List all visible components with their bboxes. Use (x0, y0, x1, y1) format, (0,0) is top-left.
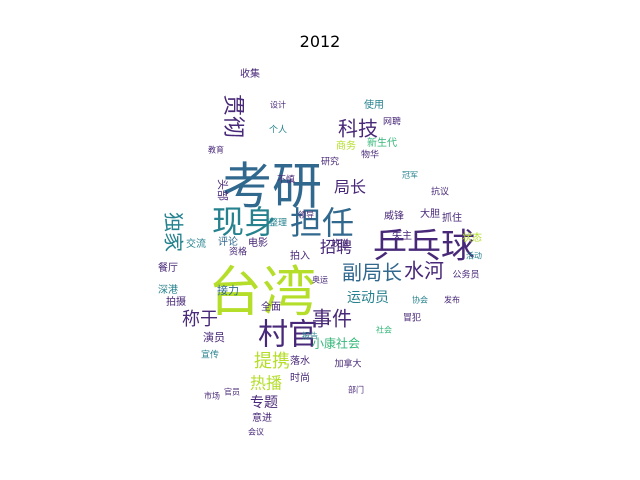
word-cloud-word: 资格 (229, 246, 247, 258)
word-cloud-word: 意进 (252, 411, 272, 424)
word-cloud-word: 现身 (212, 203, 276, 241)
word-cloud-word: 全面 (261, 300, 281, 313)
word-cloud-word: 提携 (254, 351, 290, 372)
word-cloud-word: 公务员 (452, 269, 479, 281)
word-cloud-word: 贯彻 (220, 94, 245, 138)
word-cloud-word: 餐厅 (158, 261, 178, 274)
word-cloud-word: 抗议 (431, 186, 449, 198)
word-cloud-word: 整理 (269, 217, 287, 229)
word-cloud-word: 评论 (218, 235, 238, 248)
word-cloud-word: 教育 (208, 145, 224, 155)
word-cloud-word: 局长 (334, 178, 366, 197)
word-cloud-word: 奥运 (312, 275, 328, 285)
word-cloud-word: 事件 (312, 307, 352, 331)
word-cloud-word: 活动 (466, 251, 482, 261)
word-cloud-word: 研究 (321, 156, 339, 168)
word-cloud-word: 热播 (250, 374, 282, 393)
word-cloud-word: 状态 (462, 231, 482, 244)
word-cloud-word: 招聘 (320, 238, 352, 257)
word-cloud-word: 市场 (204, 391, 220, 401)
chart-title: 2012 (299, 32, 341, 51)
word-cloud-word: 村官 (258, 318, 318, 353)
word-cloud-word: 乒乓球 (373, 227, 475, 267)
word-cloud-word: 物华 (361, 149, 379, 161)
word-cloud-word: 发布 (444, 295, 460, 305)
word-cloud-word: 会议 (248, 427, 264, 437)
word-cloud-word: 副局长 (342, 261, 402, 285)
word-cloud-word: 新生代 (367, 136, 397, 149)
word-cloud-word: 大胆 (420, 207, 440, 220)
word-cloud-word: 电影 (248, 236, 268, 249)
word-cloud-word: 社会 (376, 325, 392, 335)
word-cloud-word: 拍摄 (166, 295, 186, 308)
word-cloud-word: 拍入 (290, 249, 310, 262)
word-cloud-word: 水河 (404, 259, 444, 283)
word-cloud-word: 深港 (158, 284, 178, 296)
word-cloud-word: 担任 (290, 204, 354, 242)
word-cloud-word: 威锋 (384, 209, 404, 222)
word-cloud-word: 部门 (348, 385, 364, 395)
word-cloud-word: 抓住 (442, 211, 462, 224)
word-cloud-word: 设计 (270, 100, 286, 110)
word-cloud-word: 专题 (250, 395, 278, 411)
word-cloud-word: 失主 (392, 229, 412, 242)
word-cloud-word: 不慎 (277, 174, 295, 186)
word-cloud-word: 商务 (336, 139, 356, 152)
word-cloud-word: 小康社会 (312, 336, 360, 351)
word-cloud-word: 领导 (298, 210, 314, 220)
word-cloud-word: 交流 (186, 237, 206, 250)
word-cloud-word: 报告 (302, 331, 318, 341)
word-cloud-word: 落水 (290, 355, 310, 367)
word-cloud-word: 协会 (412, 295, 428, 305)
word-cloud-word: 接力 (217, 284, 239, 297)
word-cloud-word: 放送 (331, 238, 349, 250)
word-cloud-word: 使用 (364, 98, 384, 111)
word-cloud-word: 网聘 (383, 116, 401, 128)
word-cloud-word: 冠军 (402, 171, 418, 180)
word-cloud-word: 称于 (182, 309, 218, 330)
word-cloud-word: 加拿大 (334, 358, 361, 370)
word-cloud-word: 台湾 (208, 261, 316, 324)
word-cloud-word: 运动员 (347, 290, 389, 306)
word-cloud-word: 收集 (240, 67, 260, 80)
word-cloud-word: 头部 (216, 179, 230, 201)
word-cloud-word: 科技 (338, 117, 378, 141)
word-cloud-word: 个人 (269, 125, 287, 136)
word-cloud-word: 考研 (222, 158, 322, 216)
word-cloud-word: 官员 (224, 387, 240, 397)
word-cloud-word: 时尚 (290, 371, 310, 384)
word-cloud-word: 宣传 (201, 349, 219, 361)
word-cloud-word: 独家 (162, 212, 186, 252)
word-cloud-word: 演员 (203, 330, 225, 344)
word-cloud-word: 冒犯 (403, 313, 421, 324)
